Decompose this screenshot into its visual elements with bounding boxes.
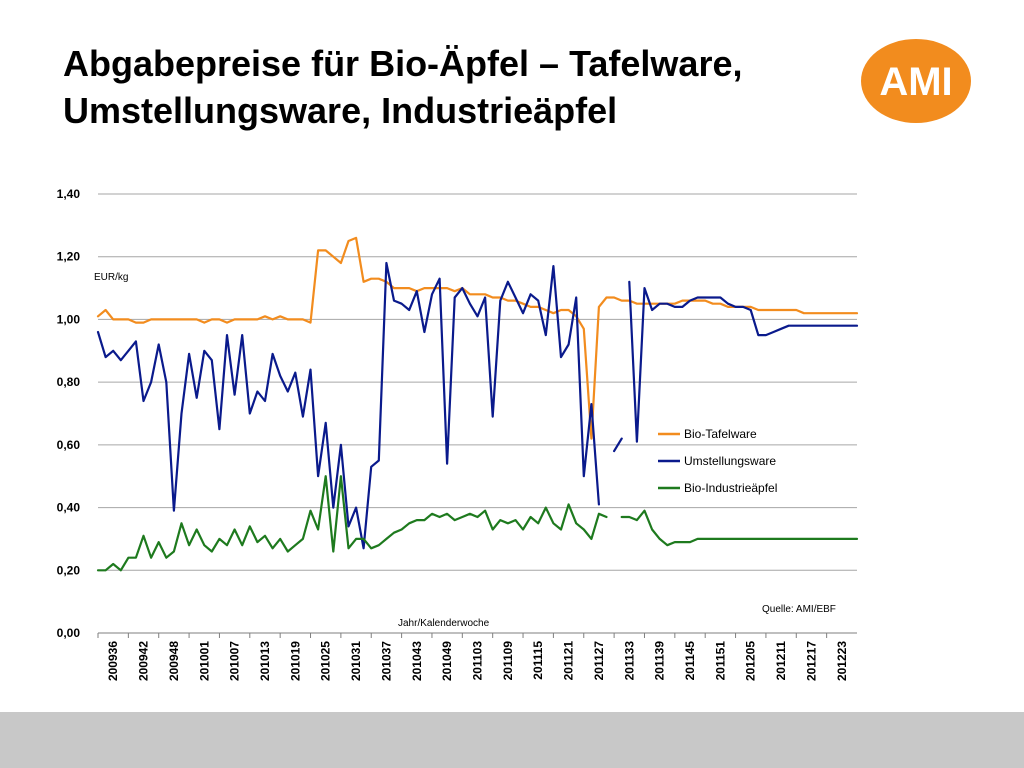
title-line-1: Abgabepreise für Bio-Äpfel – Tafelware, bbox=[63, 43, 743, 84]
chart-series bbox=[96, 236, 859, 572]
x-tick-label: 201121 bbox=[562, 641, 576, 681]
chart-axes: 0,00 0,20 0,40 0,60 0,80 1,00 1,20 1,40 200936 20… bbox=[57, 187, 849, 681]
x-tick-label: 201151 bbox=[713, 641, 727, 681]
x-tick-label: 201019 bbox=[288, 641, 302, 681]
x-tick-label: 201013 bbox=[258, 641, 272, 681]
x-tick-label: 201217 bbox=[804, 641, 818, 681]
x-tick-label: 200942 bbox=[137, 641, 151, 681]
x-tick-label: 201043 bbox=[410, 641, 424, 681]
y-tick-label: 0,00 bbox=[57, 626, 81, 640]
ami-logo-ellipse bbox=[861, 39, 971, 123]
x-tick-label: 201031 bbox=[349, 641, 363, 681]
x-tick-label: 201205 bbox=[744, 641, 758, 681]
x-tick-label: 201007 bbox=[228, 641, 242, 681]
x-tick-label: 201139 bbox=[653, 641, 667, 681]
ami-logo: AMI bbox=[861, 39, 971, 123]
x-tick-label: 201109 bbox=[501, 641, 515, 681]
x-tick-label: 201127 bbox=[592, 641, 606, 681]
x-tick-label: 201133 bbox=[622, 641, 636, 681]
x-tick-label: 201037 bbox=[379, 641, 393, 681]
title-line-2: Umstellungsware, Industrieäpfel bbox=[63, 90, 618, 131]
x-tick-label: 201145 bbox=[683, 641, 697, 681]
y-tick-label: 0,40 bbox=[57, 501, 81, 515]
series-line-bio-tafelware bbox=[96, 236, 859, 440]
chart-legend: Bio-Tafelware Umstellungsware Bio-Industri… bbox=[658, 427, 777, 495]
y-tick-label: 1,00 bbox=[57, 312, 81, 326]
footer-bar bbox=[0, 712, 1024, 768]
legend-label: Umstellungsware bbox=[684, 454, 776, 468]
x-tick-label: 201025 bbox=[319, 641, 333, 681]
x-tick-label: 200936 bbox=[106, 641, 120, 681]
x-tick-label: 201001 bbox=[197, 641, 211, 681]
ami-logo-text: AMI bbox=[879, 60, 952, 104]
slide-title: Abgabepreise für Bio-Äpfel – Tafelware, … bbox=[63, 40, 843, 134]
source-label: Quelle: AMI/EBF bbox=[762, 604, 836, 615]
x-axis-label: Jahr/Kalenderwoche bbox=[398, 618, 490, 629]
price-line-chart: 0,00 0,20 0,40 0,60 0,80 1,00 1,20 1,40 200936 20… bbox=[57, 187, 859, 681]
series-line-bio-industrie-pfel bbox=[96, 475, 859, 572]
legend-label: Bio-Industrieäpfel bbox=[684, 481, 777, 495]
x-tick-label: 201223 bbox=[835, 641, 849, 681]
x-tick-label: 201115 bbox=[531, 641, 545, 680]
series-line-umstellungsware bbox=[96, 261, 859, 550]
legend-label: Bio-Tafelware bbox=[684, 427, 757, 441]
x-tick-label: 200948 bbox=[167, 641, 181, 681]
x-tick-label: 201103 bbox=[471, 641, 485, 681]
y-tick-label: 0,60 bbox=[57, 438, 81, 452]
y-tick-label: 0,80 bbox=[57, 375, 81, 389]
y-tick-label: 1,40 bbox=[57, 187, 81, 201]
y-tick-label: 1,20 bbox=[57, 250, 81, 264]
y-tick-label: 0,20 bbox=[57, 563, 81, 577]
x-tick-label: 201211 bbox=[774, 641, 788, 681]
y-axis-unit-label: EUR/kg bbox=[94, 272, 128, 283]
x-tick-label: 201049 bbox=[440, 641, 454, 681]
chart-gridlines bbox=[98, 193, 857, 634]
